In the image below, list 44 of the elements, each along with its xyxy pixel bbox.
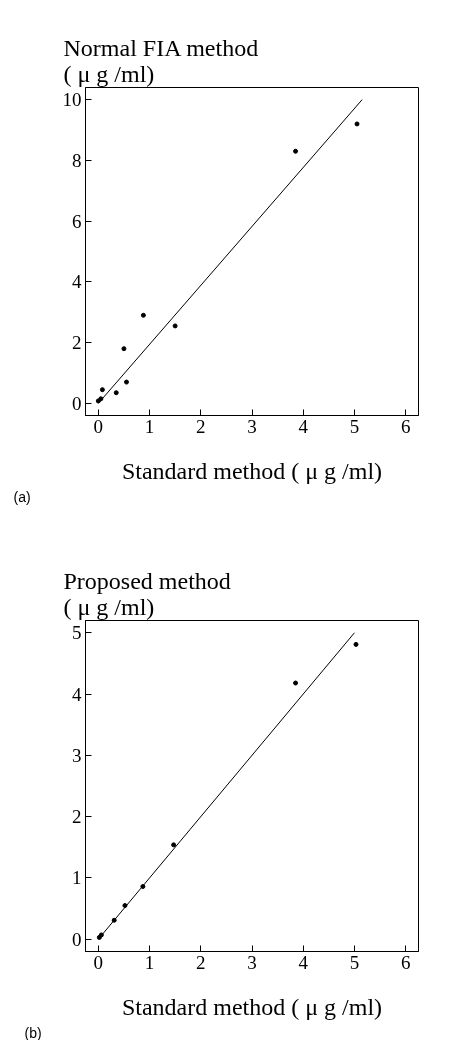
point xyxy=(113,390,119,396)
x-tick-label: 0 xyxy=(93,951,104,973)
point xyxy=(99,387,105,393)
point xyxy=(140,312,146,318)
x-tick-label: 6 xyxy=(400,951,411,973)
x-tick-label: 2 xyxy=(196,951,206,973)
y-tick-label: 4 xyxy=(72,683,82,705)
x-axis-title: Standard method ( μ g /ml) xyxy=(121,457,383,484)
y-tick-label: 10 xyxy=(62,89,82,111)
y-axis-title: Proposed method ( μ g /ml) xyxy=(63,567,231,620)
x-tick-label: 4 xyxy=(298,951,309,973)
y-tick-label: 8 xyxy=(72,149,82,171)
x-tick-label: 3 xyxy=(247,951,257,973)
y-tick-label: 2 xyxy=(72,806,82,828)
point xyxy=(293,680,299,686)
y-tick-label: 1 xyxy=(72,867,82,889)
x-tick-label: 0 xyxy=(93,415,104,437)
point xyxy=(123,379,129,385)
x-tick-label: 6 xyxy=(400,415,411,437)
point xyxy=(293,148,299,154)
y-axis-title: Normal FIA method ( μ g /ml) xyxy=(63,34,259,87)
x-tick-label: 1 xyxy=(144,415,155,437)
x-tick-label: 5 xyxy=(349,951,360,973)
x-tick-label: 5 xyxy=(349,415,360,437)
point xyxy=(171,842,177,848)
x-tick-label: 4 xyxy=(298,415,309,437)
point xyxy=(354,121,360,127)
y-tick-label: 4 xyxy=(72,271,82,293)
y-tick-label: 5 xyxy=(72,622,82,644)
text: (b) xyxy=(24,1024,42,1040)
point xyxy=(121,346,127,352)
y-tick-label: 0 xyxy=(72,928,82,950)
point xyxy=(353,641,359,647)
y-tick-label: 0 xyxy=(72,392,82,414)
y-tick-label: 2 xyxy=(72,332,82,354)
x-tick-label: 2 xyxy=(196,415,206,437)
point xyxy=(122,903,128,909)
x-axis-title: Standard method ( μ g /ml) xyxy=(121,993,383,1020)
x-tick-label: 1 xyxy=(144,951,155,973)
point xyxy=(172,323,178,329)
y-tick-label: 6 xyxy=(72,210,82,232)
y-tick-label: 3 xyxy=(72,744,82,766)
x-tick-label: 3 xyxy=(247,415,257,437)
text: (a) xyxy=(13,488,31,505)
